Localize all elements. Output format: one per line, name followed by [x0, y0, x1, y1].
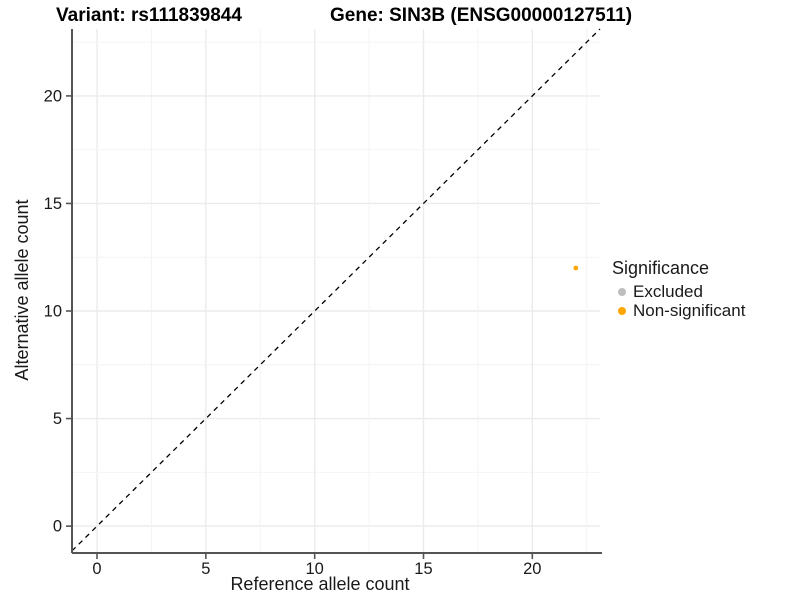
- x-tick-label: 20: [523, 560, 541, 578]
- plot-title-variant: Variant: rs111839844: [56, 5, 242, 26]
- legend: Significance Excluded Non-significant: [612, 258, 745, 320]
- legend-item-label: Non-significant: [633, 300, 746, 320]
- y-tick-label: 5: [53, 410, 62, 428]
- y-axis-title: Alternative allele count: [12, 199, 32, 381]
- y-tick-label: 10: [44, 303, 62, 321]
- y-tick-label: 20: [44, 87, 62, 105]
- x-tick-label: 5: [201, 560, 210, 578]
- plot-title-gene: Gene: SIN3B (ENSG00000127511): [330, 5, 633, 26]
- x-tick-label: 10: [305, 560, 323, 578]
- x-axis-title: Reference allele count: [230, 574, 410, 594]
- legend-item-excluded: Excluded: [612, 282, 745, 301]
- non-significant-dot-icon: [618, 306, 626, 315]
- legend-title: Significance: [612, 258, 710, 278]
- y-tick-label: 15: [44, 195, 62, 213]
- identity-dashed-line: [71, 28, 601, 552]
- x-tick-label: 0: [92, 560, 101, 578]
- legend-item-label: Excluded: [633, 281, 703, 301]
- data-point: [573, 265, 579, 271]
- y-tick-label: 0: [53, 518, 62, 536]
- legend-item-non-significant: Non-significant: [612, 301, 745, 320]
- x-tick-label: 15: [414, 560, 432, 578]
- excluded-dot-icon: [618, 287, 626, 296]
